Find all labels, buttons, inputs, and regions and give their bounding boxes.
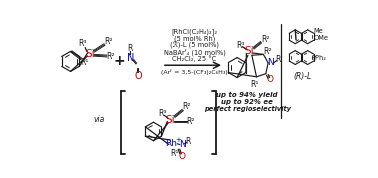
Text: R²: R²	[104, 37, 113, 46]
Text: O: O	[266, 75, 273, 84]
Text: (R)-L: (R)-L	[294, 72, 312, 81]
Text: R: R	[186, 137, 191, 146]
Text: [RhCl(C₂H₄)₂]₂: [RhCl(C₂H₄)₂]₂	[172, 28, 218, 35]
Text: Rh: Rh	[165, 138, 177, 148]
Text: R¹: R¹	[250, 80, 258, 89]
Text: R: R	[127, 44, 133, 53]
Text: R²: R²	[261, 35, 269, 44]
Text: PPh₂: PPh₂	[312, 55, 327, 61]
Text: +: +	[113, 54, 125, 68]
Text: R³: R³	[158, 109, 167, 118]
Text: N: N	[179, 140, 186, 149]
Text: N: N	[127, 53, 135, 62]
Text: NaBArᶠ₄ (10 mol%): NaBArᶠ₄ (10 mol%)	[164, 48, 225, 56]
Text: R³: R³	[78, 39, 87, 48]
Text: up to 92% ee: up to 92% ee	[221, 99, 273, 105]
Text: OMe: OMe	[314, 35, 329, 41]
FancyArrowPatch shape	[165, 62, 220, 68]
Text: O: O	[178, 152, 186, 161]
Text: (ℛ)-L (5 mol%): (ℛ)-L (5 mol%)	[170, 42, 219, 49]
Text: O: O	[135, 71, 143, 81]
Text: CH₂Cl₂, 25 °C: CH₂Cl₂, 25 °C	[172, 56, 217, 62]
Text: (5 mol% Rh): (5 mol% Rh)	[174, 35, 215, 41]
Text: R²: R²	[263, 47, 272, 56]
Text: Me: Me	[314, 28, 323, 34]
Text: R: R	[276, 55, 281, 64]
Text: R¹: R¹	[80, 58, 88, 67]
Text: Si: Si	[245, 46, 254, 56]
Text: up to 94% yield: up to 94% yield	[217, 92, 278, 98]
Text: R²: R²	[107, 51, 115, 61]
Text: Si: Si	[166, 115, 175, 125]
Text: R¹: R¹	[170, 148, 178, 158]
Text: via: via	[94, 115, 105, 124]
Text: R²: R²	[186, 117, 195, 126]
Text: R²: R²	[183, 102, 191, 111]
Text: (Arᶠ = 3,5-(CF₃)₂C₆H₃): (Arᶠ = 3,5-(CF₃)₂C₆H₃)	[161, 69, 228, 75]
Text: perfect regioselectivity: perfect regioselectivity	[204, 106, 291, 112]
Text: Si: Si	[85, 49, 94, 59]
Text: R³: R³	[236, 41, 245, 50]
Text: N: N	[267, 58, 274, 67]
Text: +: +	[175, 137, 181, 143]
